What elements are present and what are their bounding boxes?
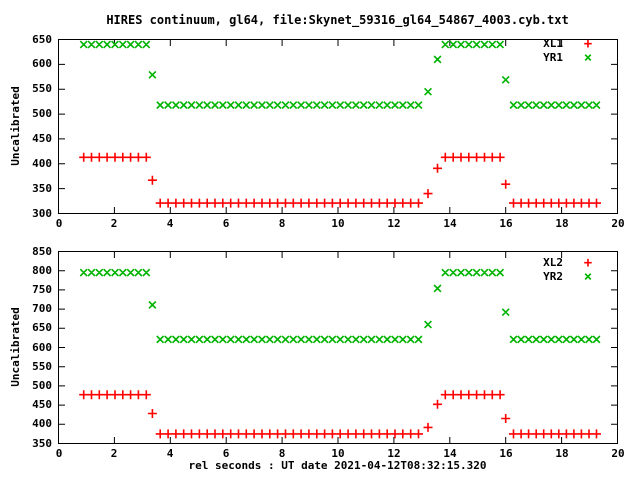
legend-item-xl1: XL1 + (505, 37, 613, 51)
legend-item-yr2: YR2 × (505, 270, 613, 284)
plot-area-bottom (58, 251, 618, 444)
x-tick-label: 0 (55, 447, 63, 460)
plus-marker-icon: + (583, 255, 593, 271)
plus-marker-icon: + (583, 36, 593, 52)
x-tick-label: 8 (278, 217, 286, 230)
plot-area-top (58, 39, 618, 214)
y-tick-label: 650 (32, 33, 52, 46)
series-yr1 (79, 40, 601, 110)
x-tick-label: 10 (331, 217, 345, 230)
series-yr2 (79, 268, 601, 344)
x-tick-label: 0 (55, 217, 63, 230)
y-tick-label: 550 (32, 82, 52, 95)
x-tick-label: 18 (555, 217, 569, 230)
y-tick-label: 600 (32, 57, 52, 70)
x-tick-label: 10 (331, 447, 345, 460)
y-tick-label: 350 (32, 437, 52, 450)
y-tick-label: 650 (32, 321, 52, 334)
x-tick-label: 14 (443, 217, 457, 230)
y-tick-label: 450 (32, 398, 52, 411)
y-tick-label: 300 (32, 207, 52, 220)
x-tick-label: 8 (278, 447, 286, 460)
legend-label-xl1: XL1 (543, 37, 563, 50)
axis-ticks (58, 251, 618, 444)
y-tick-label: 850 (32, 245, 52, 258)
x-tick-label: 4 (166, 447, 174, 460)
x-tick-label: 2 (110, 217, 118, 230)
x-tick-label: 18 (555, 447, 569, 460)
chart-title: HIRES continuum, gl64, file:Skynet_59316… (106, 13, 569, 27)
x-tick-label: 16 (499, 217, 513, 230)
axis-ticks (58, 39, 618, 214)
y-tick-label: 500 (32, 107, 52, 120)
legend-label-yr2: YR2 (543, 270, 563, 283)
series-xl1 (79, 152, 601, 208)
x-tick-label: 4 (166, 217, 174, 230)
x-tick-label: 6 (222, 447, 230, 460)
y-tick-label: 400 (32, 417, 52, 430)
y-tick-label: 550 (32, 360, 52, 373)
y-tick-label: 350 (32, 182, 52, 195)
legend-item-yr1: YR1 × (505, 51, 613, 65)
x-tick-label: 12 (387, 447, 401, 460)
x-tick-label: 14 (443, 447, 457, 460)
x-tick-label: 2 (110, 447, 118, 460)
x-tick-label: 20 (611, 217, 625, 230)
legend-item-xl2: XL2 + (505, 256, 613, 270)
plot-svg-bottom (58, 251, 618, 444)
y-tick-label: 600 (32, 341, 52, 354)
series-xl2 (79, 390, 601, 439)
plot-svg-top (58, 39, 618, 214)
y-tick-label: 400 (32, 157, 52, 170)
legend-label-yr1: YR1 (543, 51, 563, 64)
plot-border (58, 39, 618, 214)
legend-label-xl2: XL2 (543, 256, 563, 269)
x-tick-label: 12 (387, 217, 401, 230)
x-tick-label: 16 (499, 447, 513, 460)
y-tick-label: 450 (32, 132, 52, 145)
x-tick-label: 6 (222, 217, 230, 230)
y-tick-label: 750 (32, 283, 52, 296)
cross-marker-icon: × (583, 269, 593, 285)
y-tick-label: 700 (32, 302, 52, 315)
x-tick-label: 20 (611, 447, 625, 460)
plot-border (58, 251, 618, 444)
y-tick-label: 800 (32, 264, 52, 277)
x-axis-label: rel seconds : UT date 2021-04-12T08:32:1… (188, 459, 487, 472)
cross-marker-icon: × (583, 50, 593, 66)
y-tick-label: 500 (32, 379, 52, 392)
